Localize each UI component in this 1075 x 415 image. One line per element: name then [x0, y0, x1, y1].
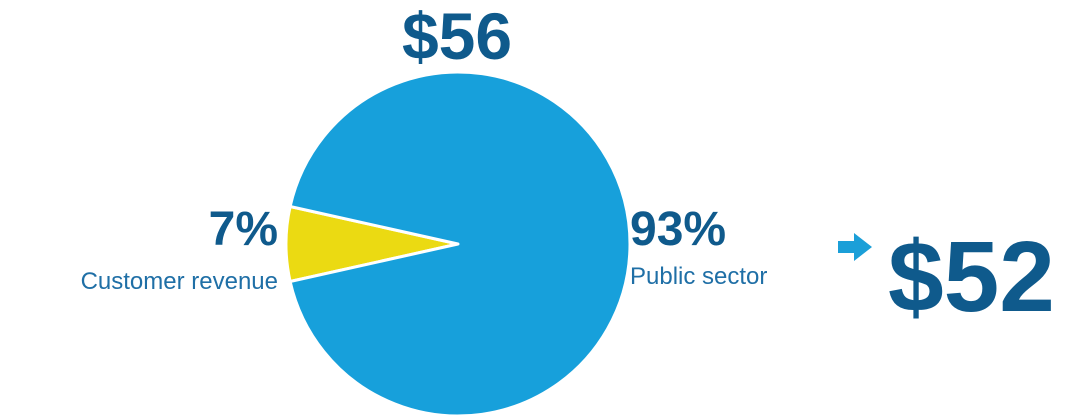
public-sector-percent: 93% — [630, 203, 727, 256]
pie-slices — [284, 70, 632, 415]
public-sector-label: Public sector — [630, 263, 768, 290]
pie-total-label: $56 — [401, 0, 513, 73]
right-arrow-icon — [838, 233, 872, 261]
customer-revenue-label: Customer revenue — [80, 268, 278, 295]
pie-slice-public-sector — [288, 70, 632, 415]
callout-value: $52 — [888, 221, 1055, 333]
customer-revenue-percent: 7% — [208, 203, 278, 256]
